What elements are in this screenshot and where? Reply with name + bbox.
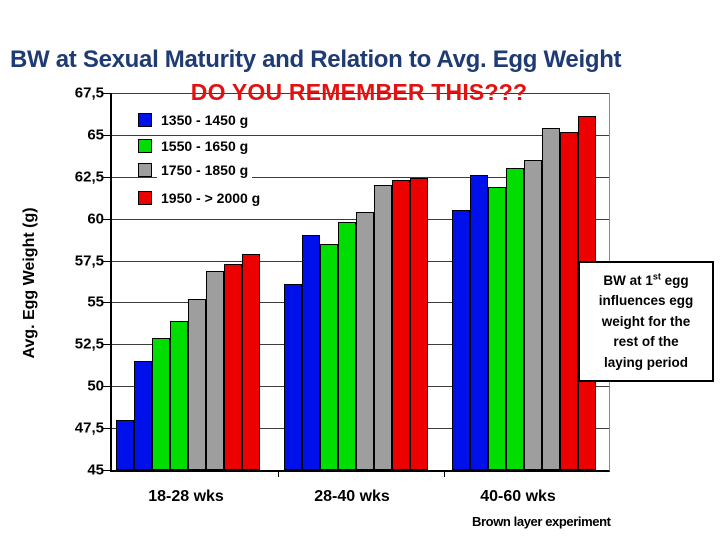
legend-swatch — [138, 139, 152, 153]
legend-item: 1950 - > 2000 g — [138, 189, 265, 207]
legend-swatch — [138, 113, 152, 127]
legend: 1350 - 1450 g 1550 - 1650 g 1750 - 1850 g 1… — [138, 111, 265, 207]
y-axis-tick — [102, 302, 110, 303]
x-axis-tick — [444, 470, 445, 477]
legend-item: 1550 - 1650 g — [138, 137, 264, 155]
legend-swatch — [138, 191, 152, 205]
annotation-box: BW at 1st egg influences egg weight for … — [578, 261, 714, 383]
y-tick-label: 45 — [87, 461, 104, 479]
chart-subtitle: DO YOU REMEMBER THIS??? — [190, 79, 528, 105]
bar — [338, 222, 356, 470]
annotation-line3: weight for the — [601, 313, 691, 329]
legend-item: 1750 - 1850 g — [138, 161, 264, 179]
bar — [524, 160, 542, 470]
bar — [206, 271, 224, 470]
x-tick-label: 18-28 wks — [148, 488, 224, 505]
bar — [506, 168, 524, 470]
bar — [374, 185, 392, 470]
bar — [116, 420, 134, 470]
bar — [560, 132, 578, 470]
legend-label: 1950 - > 2000 g — [157, 189, 265, 207]
y-tick-label: 55 — [87, 293, 104, 311]
y-axis-tick — [102, 177, 110, 178]
y-axis-tick — [102, 219, 110, 220]
bar — [284, 284, 302, 470]
legend-label: 1550 - 1650 g — [157, 137, 253, 155]
y-tick-label: 65 — [87, 126, 104, 144]
annotation-line4: rest of the — [613, 334, 679, 350]
bar — [488, 187, 506, 470]
legend-label: 1350 - 1450 g — [157, 111, 253, 129]
y-tick-label: 50 — [87, 377, 104, 395]
bar — [224, 264, 242, 470]
x-tick-label: 40-60 wks — [480, 488, 556, 505]
bar — [320, 244, 338, 470]
y-tick-label: 60 — [87, 210, 104, 228]
annotation-line5: laying period — [603, 354, 688, 370]
annotation-line1: BW at 1st egg — [603, 271, 689, 288]
y-axis-tick — [102, 386, 110, 387]
gridline — [112, 177, 609, 178]
bar — [392, 180, 410, 470]
y-tick-label: 47,5 — [74, 419, 104, 437]
bar — [152, 338, 170, 470]
footer-note: Brown layer experiment — [472, 514, 611, 529]
x-tick-label: 28-40 wks — [314, 488, 390, 505]
gridline — [112, 135, 609, 136]
y-tick-label: 57,5 — [74, 252, 104, 270]
y-axis-tick — [102, 470, 110, 471]
y-axis-tick — [102, 428, 110, 429]
x-axis-tick — [278, 470, 279, 477]
bar — [410, 178, 428, 470]
slide-title: BW at Sexual Maturity and Relation to Av… — [10, 46, 622, 73]
bar — [170, 321, 188, 470]
bar — [356, 212, 374, 470]
y-tick-label: 67,5 — [74, 84, 104, 102]
y-axis-tick — [102, 93, 110, 94]
y-axis-tick — [102, 344, 110, 345]
bar — [470, 175, 488, 470]
gridline — [112, 93, 609, 94]
y-tick-label: 62,5 — [74, 168, 104, 186]
y-axis-tick — [102, 261, 110, 262]
y-axis-title: Avg. Egg Weight (g) — [21, 207, 38, 359]
y-tick-label: 52,5 — [74, 335, 104, 353]
bar — [542, 128, 560, 470]
bar — [302, 235, 320, 470]
legend-item: 1350 - 1450 g — [138, 111, 264, 129]
bar — [134, 361, 152, 470]
legend-swatch — [138, 163, 152, 177]
bar — [242, 254, 260, 470]
annotation-line2: influences egg — [598, 293, 694, 309]
bar — [188, 299, 206, 470]
bar — [452, 210, 470, 470]
y-axis-tick — [102, 135, 110, 136]
legend-label: 1750 - 1850 g — [157, 161, 253, 179]
